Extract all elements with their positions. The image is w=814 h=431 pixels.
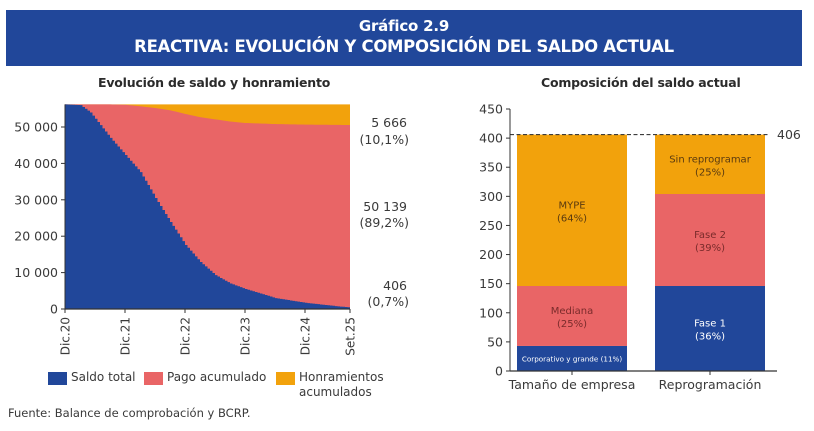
y-tick-label: 300 [479, 189, 503, 204]
y-tick-label: 30 000 [14, 192, 58, 207]
bar-segment-label: Corporativo y grande (11%) [522, 354, 623, 363]
x-tick-label: Dic.21 [119, 317, 133, 355]
legend-label-honramientos: Honramientos acumulados [299, 370, 384, 400]
bar-segment-label: Fase 2 [694, 230, 726, 241]
y-tick-label: 0 [495, 364, 503, 379]
figure-title: REACTIVA: EVOLUCIÓN Y COMPOSICIÓN DEL SA… [134, 37, 674, 56]
area-saldo-total [65, 104, 350, 309]
y-tick-label: 40 000 [14, 156, 58, 171]
reference-line-label: 406 [777, 127, 801, 142]
end-value-label: 50 139 [363, 199, 407, 214]
x-tick-label: Set.25 [344, 317, 358, 356]
x-tick-label: Dic.23 [239, 317, 253, 355]
end-pct-label: (89,2%) [360, 215, 409, 230]
bar-segment-label: Mediana [551, 306, 594, 317]
legend-label-saldo: Saldo total [71, 370, 136, 384]
bar-segment-label: MYPE [558, 200, 585, 211]
category-label: Tamaño de empresa [508, 377, 636, 392]
y-tick-label: 0 [50, 302, 58, 317]
legend-label-pago: Pago acumulado [167, 370, 267, 384]
bar-segment-pct: (39%) [695, 243, 725, 254]
chart-header: Gráfico 2.9 REACTIVA: EVOLUCIÓN Y COMPOS… [6, 10, 802, 66]
y-tick-label: 200 [479, 247, 503, 262]
source-note: Fuente: Balance de comprobación y BCRP. [8, 406, 251, 420]
legend-label-honramientos-line1: Honramientos [299, 370, 384, 384]
bar-segment-label: Fase 1 [694, 318, 726, 329]
x-tick-label: Dic.20 [59, 317, 73, 355]
y-tick-label: 50 000 [14, 120, 58, 135]
bar-segment-pct: (64%) [557, 213, 587, 224]
bar-segment-fase-2 [655, 194, 765, 286]
left-chart-title: Evolución de saldo y honramiento [98, 75, 331, 90]
bar-segment-pct: (36%) [695, 331, 725, 342]
bar-segment-corporativo-y-grande [517, 345, 627, 371]
legend-swatch-pago [144, 372, 163, 385]
bar-segment-pct: (25%) [557, 319, 587, 330]
y-tick-label: 400 [479, 131, 503, 146]
category-label: Reprogramación [659, 377, 762, 392]
bar-segment-sin-reprogramar [655, 134, 765, 195]
y-tick-label: 100 [479, 305, 503, 320]
bar-segment-mediana [517, 285, 627, 346]
y-tick-label: 150 [479, 276, 503, 291]
legend-swatch-saldo [48, 372, 67, 385]
end-pct-label: (0,7%) [367, 294, 409, 309]
bar-segment-pct: (25%) [695, 167, 725, 178]
bar-segment-label: Sin reprogramar [669, 154, 752, 165]
figure-number: Gráfico 2.9 [358, 17, 450, 35]
legend-label-honramientos-line2: acumulados [299, 385, 372, 399]
bar-segment-fase-1 [655, 285, 765, 371]
x-tick-label: Dic.22 [179, 317, 193, 355]
end-value-label: 5 666 [371, 115, 407, 130]
y-tick-label: 250 [479, 218, 503, 233]
y-tick-label: 50 [487, 334, 503, 349]
legend-swatch-honramientos [276, 372, 295, 385]
bar-segment-mype [517, 134, 627, 286]
end-value-label: 406 [383, 278, 407, 293]
right-chart-title: Composición del saldo actual [541, 75, 741, 90]
y-tick-label: 10 000 [14, 265, 58, 280]
x-tick-label: Dic.24 [299, 317, 313, 355]
y-tick-label: 450 [479, 102, 503, 117]
y-tick-label: 350 [479, 160, 503, 175]
y-tick-label: 20 000 [14, 229, 58, 244]
end-pct-label: (10,1%) [360, 132, 409, 147]
